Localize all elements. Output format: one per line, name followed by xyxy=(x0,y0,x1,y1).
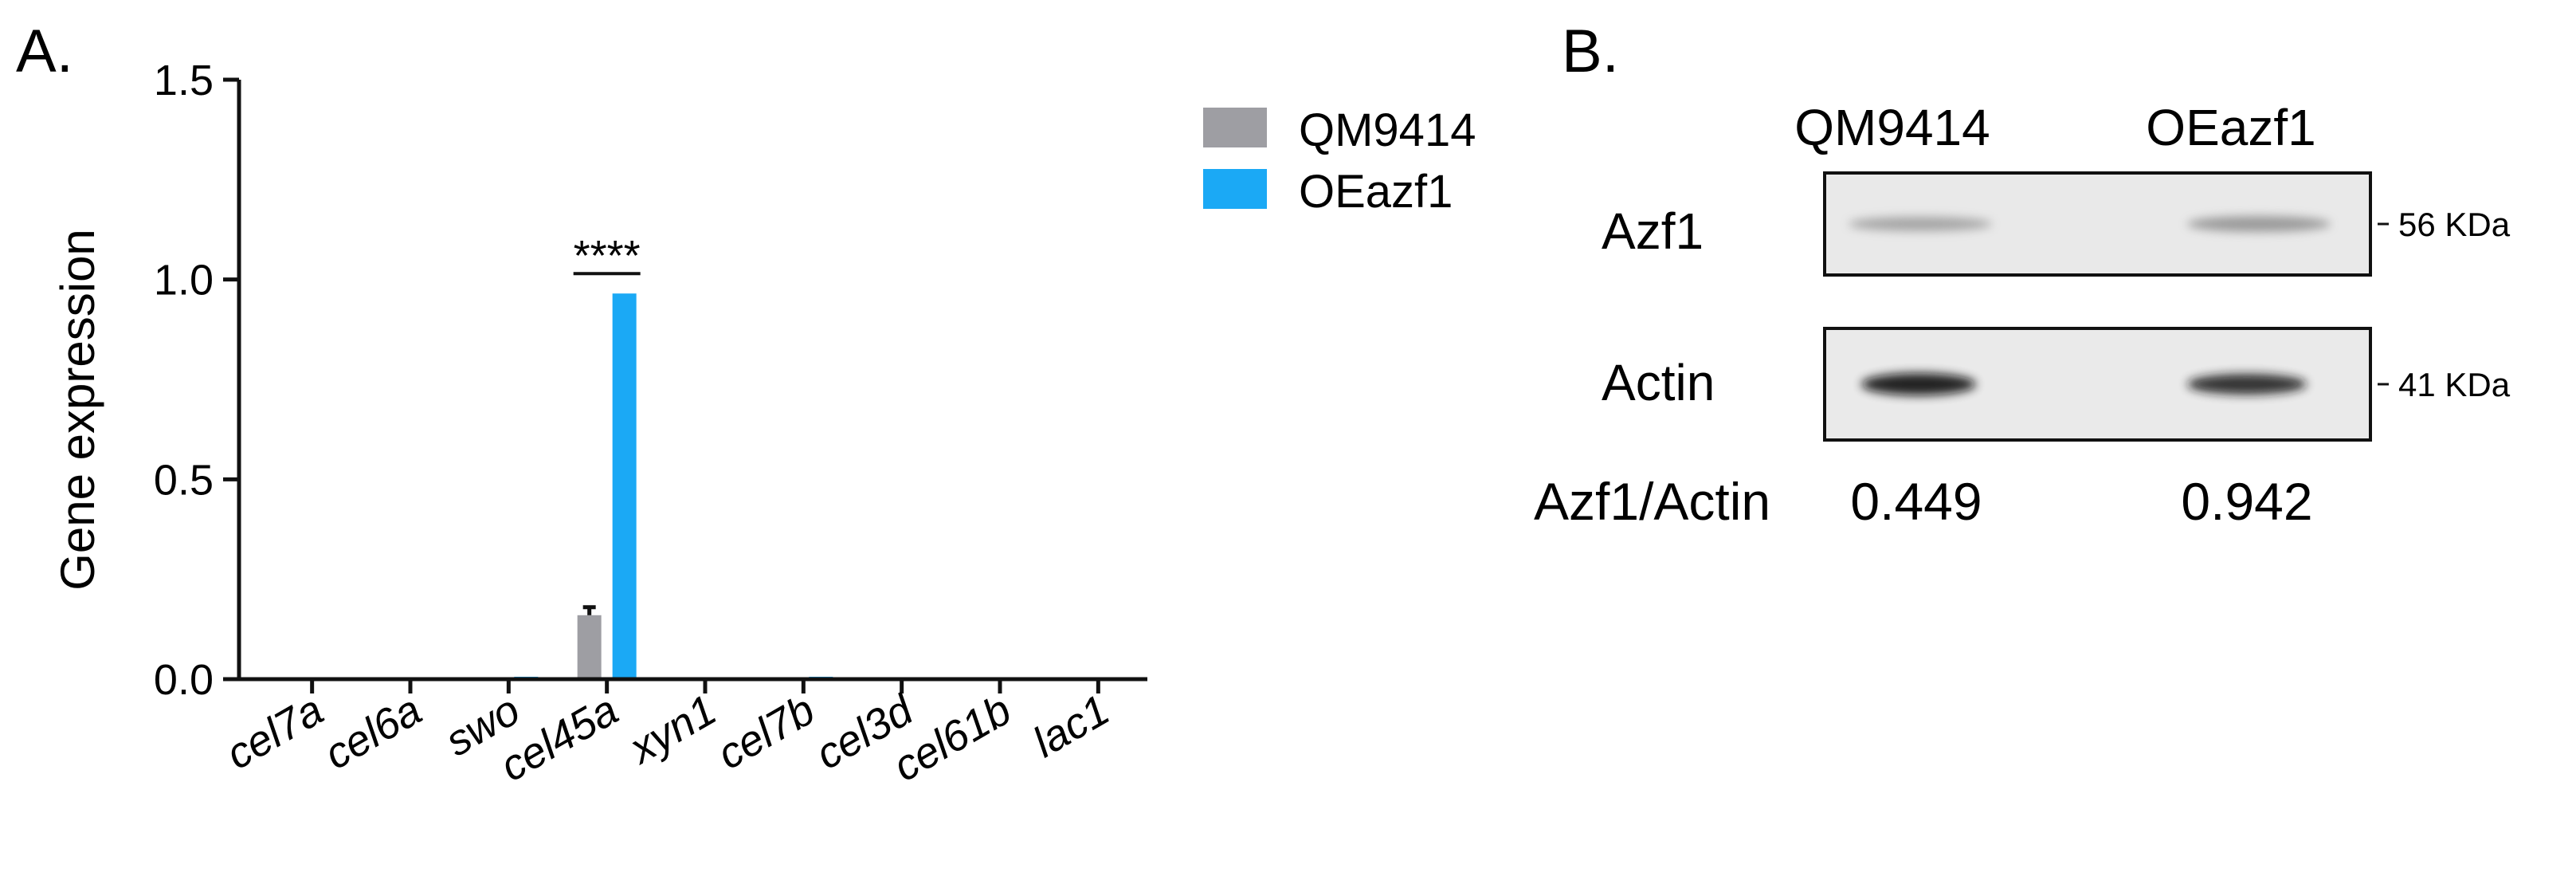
legend-label-oeazf1: OEazf1 xyxy=(1299,166,1453,218)
bars xyxy=(514,293,833,679)
band-actin-oeazf1 xyxy=(2187,374,2307,395)
x-tick-label-cel7b: cel7b xyxy=(710,686,823,779)
size-label-56: 56 KDa xyxy=(2398,206,2511,243)
blot-row-label-azf1: Azf1 xyxy=(1602,202,1704,260)
y-tick-label: 1.0 xyxy=(154,257,214,304)
bar-cel45a-qm9414 xyxy=(577,615,602,679)
legend-label-qm9414: QM9414 xyxy=(1299,104,1476,156)
x-tick-label-cel6a: cel6a xyxy=(316,686,429,779)
panel-b-letter: B. xyxy=(1562,18,1619,85)
legend: QM9414 OEazf1 xyxy=(1203,104,1476,218)
size-label-41: 41 KDa xyxy=(2398,366,2511,403)
blot-column-oeazf1: OEazf1 xyxy=(2146,99,2315,156)
legend-swatch-oeazf1 xyxy=(1203,169,1267,209)
y-tick-label: 0.0 xyxy=(154,656,214,704)
x-tick-label-cel7a: cel7a xyxy=(218,686,331,779)
y-tick-label: 0.5 xyxy=(154,456,214,504)
blot-row-label-actin: Actin xyxy=(1602,354,1715,411)
legend-swatch-qm9414 xyxy=(1203,108,1267,147)
x-tick-label-lac1: lac1 xyxy=(1025,686,1118,766)
y-ticks: 0.0 0.5 1.0 1.5 xyxy=(154,57,239,704)
band-azf1-oeazf1 xyxy=(2187,216,2331,232)
ratio-value-qm9414: 0.449 xyxy=(1850,472,1982,531)
ratio-value-oeazf1: 0.942 xyxy=(2181,472,2312,531)
ratio-label: Azf1/Actin xyxy=(1534,472,1770,531)
band-actin-qm9414 xyxy=(1861,373,1976,395)
y-tick-label: 1.5 xyxy=(154,57,214,104)
x-tick-label-xyn1: xyn1 xyxy=(620,686,724,774)
panel-a-letter: A. xyxy=(16,18,73,85)
band-azf1-qm9414 xyxy=(1849,217,1992,231)
western-blot: QM9414 OEazf1 Azf1 56 KDa Actin 41 KDa A… xyxy=(1534,99,2511,531)
blot-column-qm9414: QM9414 xyxy=(1794,99,1990,156)
significance-stars: **** xyxy=(574,232,641,280)
bar-cel45a-oeazf1 xyxy=(612,293,637,679)
y-axis-label: Gene expression xyxy=(51,229,104,591)
significance-annotation: **** xyxy=(574,232,641,280)
